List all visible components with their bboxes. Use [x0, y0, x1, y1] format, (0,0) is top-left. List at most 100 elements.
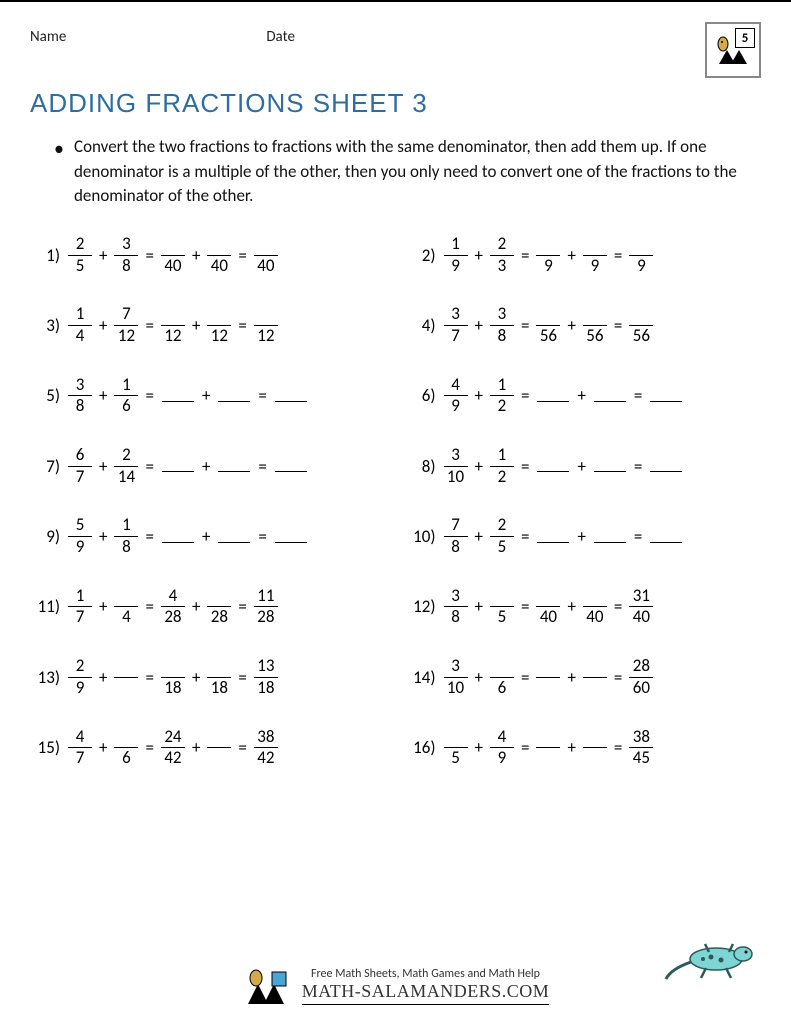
- equals-sign: =: [145, 526, 153, 547]
- problem-number: 3): [30, 315, 60, 336]
- denominator: 18: [164, 677, 181, 698]
- fraction: 40: [161, 235, 185, 275]
- equals-sign: =: [521, 737, 529, 758]
- plus-sign: +: [567, 737, 575, 758]
- denominator: 10: [447, 466, 464, 487]
- problem: 4)37+38= 56+ 56= 56: [406, 305, 762, 345]
- worksheet-page: Name Date 5 ADDING FRACTIONS SHEET 3 Con…: [0, 0, 791, 1024]
- denominator: 8: [76, 395, 85, 416]
- numerator: 3: [451, 655, 460, 676]
- fraction: 40: [583, 587, 607, 627]
- problem: 1)25+38= 40+ 40= 40: [30, 235, 386, 275]
- denominator: 3: [498, 255, 507, 276]
- problem-row: 3)14+712= 12+ 12= 124)37+38= 56+ 56= 56: [30, 305, 761, 345]
- equals-sign: =: [521, 667, 529, 688]
- fraction: 38: [444, 587, 468, 627]
- footer-logo-icon: [242, 962, 290, 1010]
- fraction: [114, 657, 138, 697]
- blank-answer: [218, 460, 250, 472]
- equals-sign: =: [614, 737, 622, 758]
- numerator: 1: [122, 514, 131, 535]
- plus-sign: +: [202, 456, 210, 477]
- plus-sign: +: [567, 245, 575, 266]
- problem: 3)14+712= 12+ 12= 12: [30, 305, 386, 345]
- blank-numerator: [500, 655, 504, 676]
- fraction: 9: [583, 235, 607, 275]
- problem-number: 10): [406, 526, 436, 547]
- denominator: 10: [447, 677, 464, 698]
- fraction: 12: [490, 376, 514, 416]
- fraction: 2442: [161, 728, 185, 768]
- blank-numerator: [593, 233, 597, 254]
- denominator: 6: [122, 747, 131, 768]
- numerator: 2: [76, 655, 85, 676]
- fraction: 18: [207, 657, 231, 697]
- fraction: 25: [490, 516, 514, 556]
- denominator: 9: [76, 677, 85, 698]
- numerator: 4: [169, 585, 178, 606]
- problem: 14)310+ 6= + =2860: [406, 657, 762, 697]
- denominator: 60: [633, 677, 650, 698]
- problem-number: 1): [30, 245, 60, 266]
- blank-numerator: [593, 655, 597, 676]
- blank-numerator: [125, 726, 129, 747]
- blank-numerator: [217, 655, 221, 676]
- blank-numerator: [217, 233, 221, 254]
- plus-sign: +: [99, 315, 107, 336]
- numerator: 6: [76, 444, 85, 465]
- numerator: 1: [498, 374, 507, 395]
- grade-number: 5: [735, 28, 755, 48]
- blank-answer: [537, 390, 569, 402]
- numerator: 11: [257, 585, 274, 606]
- problem: 5)38+16=+=: [30, 376, 386, 416]
- blank-numerator: [217, 303, 221, 324]
- blank-numerator: [593, 303, 597, 324]
- blank-answer: [537, 531, 569, 543]
- fraction: 47: [68, 728, 92, 768]
- equals-sign: =: [145, 385, 153, 406]
- blank-numerator: [547, 233, 551, 254]
- blank-answer: [218, 531, 250, 543]
- denominator: 56: [586, 325, 603, 346]
- problem-row: 13)29+ = 18+ 18=131814)310+ 6= + =2860: [30, 657, 761, 697]
- numerator: 3: [451, 585, 460, 606]
- blank-denominator: [547, 677, 551, 698]
- problem-row: 11)17+ 4=428+ 28=112812)38+ 5= 40+ 40=31…: [30, 587, 761, 627]
- numerator: 1: [498, 444, 507, 465]
- fraction: 12: [490, 446, 514, 486]
- denominator: 56: [633, 325, 650, 346]
- numerator: 4: [76, 726, 85, 747]
- equals-sign: =: [521, 315, 529, 336]
- denominator: 40: [586, 606, 603, 627]
- date-label: Date: [266, 28, 295, 46]
- numerator: 1: [122, 374, 131, 395]
- denominator: 5: [451, 747, 460, 768]
- name-date-labels: Name Date: [30, 22, 295, 46]
- equals-sign: =: [634, 385, 642, 406]
- plus-sign: +: [192, 737, 200, 758]
- fraction: 18: [161, 657, 185, 697]
- denominator: 40: [540, 606, 557, 627]
- problem-row: 7)67+214=+=8)310+12=+=: [30, 446, 761, 486]
- fraction: 12: [161, 305, 185, 345]
- numerator: 13: [257, 655, 274, 676]
- numerator: 38: [633, 726, 650, 747]
- blank-answer: [275, 390, 307, 402]
- plus-sign: +: [475, 385, 483, 406]
- fraction: 56: [629, 305, 653, 345]
- equals-sign: =: [238, 245, 246, 266]
- denominator: 7: [76, 606, 85, 627]
- blank-denominator: [593, 677, 597, 698]
- fraction: 3842: [254, 728, 278, 768]
- denominator: 12: [257, 325, 274, 346]
- denominator: 9: [637, 255, 646, 276]
- problem-number: 12): [406, 596, 436, 617]
- denominator: 7: [76, 466, 85, 487]
- equals-sign: =: [145, 667, 153, 688]
- plus-sign: +: [475, 667, 483, 688]
- blank-numerator: [125, 585, 129, 606]
- fraction: [207, 728, 231, 768]
- numerator: 4: [451, 374, 460, 395]
- blank-numerator: [217, 585, 221, 606]
- problem-number: 15): [30, 737, 60, 758]
